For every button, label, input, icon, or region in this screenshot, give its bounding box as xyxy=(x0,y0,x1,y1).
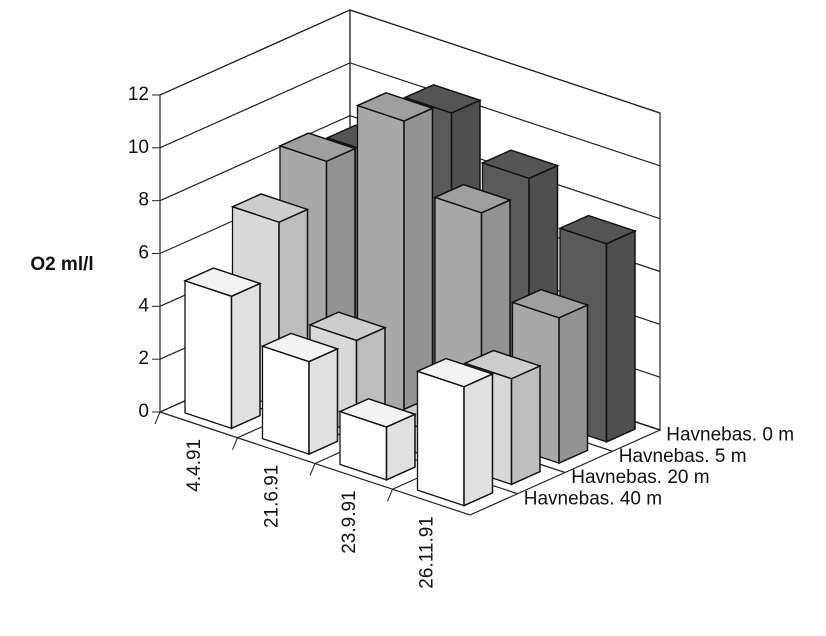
bar-top-shade xyxy=(183,267,262,297)
x-tick xyxy=(387,489,393,502)
x-tick-label: 4.4.91 xyxy=(184,439,205,492)
bar xyxy=(183,267,262,430)
bar xyxy=(260,332,340,456)
bar-top-shade xyxy=(338,398,417,428)
legend-label: Havnebas. 0 m xyxy=(666,425,794,446)
bar xyxy=(415,357,495,507)
y-tick-label: 8 xyxy=(138,190,149,211)
bar-front xyxy=(416,370,465,507)
bar-top-shade xyxy=(355,92,435,122)
legend-label: Havnebas. 40 m xyxy=(524,488,662,509)
bar-top-shade xyxy=(433,183,512,214)
y-tick-label: 12 xyxy=(128,84,149,105)
x-tick xyxy=(154,411,161,425)
bar-side-shade xyxy=(308,347,339,456)
y-tick-label: 0 xyxy=(138,401,149,422)
bar-side-shade xyxy=(510,364,541,486)
x-tick xyxy=(232,437,238,450)
bar-side-shade xyxy=(463,372,494,507)
bar-front xyxy=(184,279,233,430)
grid-line xyxy=(159,62,661,167)
x-tick-label: 26.11.91 xyxy=(416,516,437,589)
bar-front xyxy=(261,345,310,456)
x-tick-label: 23.9.91 xyxy=(339,490,360,553)
bar-side-shade xyxy=(230,282,261,430)
y-tick-label: 2 xyxy=(138,348,149,369)
legend-label: Havnebas. 20 m xyxy=(571,467,709,488)
grid-line xyxy=(159,9,661,114)
bar-top-shade xyxy=(480,149,560,180)
bar-top-shade xyxy=(308,311,387,342)
bar xyxy=(338,398,417,481)
y-tick-label: 6 xyxy=(138,243,149,264)
bar-top-shade xyxy=(403,84,482,114)
y-tick-label: 4 xyxy=(138,295,149,316)
x-tick xyxy=(309,463,316,476)
y-tick-label: 10 xyxy=(128,137,149,158)
bar-top-shade xyxy=(558,214,637,245)
bar-top-shade xyxy=(510,288,590,319)
bar-top-shade xyxy=(260,332,340,363)
bar-side-shade xyxy=(558,304,589,465)
bar-top-shade xyxy=(415,357,495,388)
x-tick-label: 21.6.91 xyxy=(261,465,282,528)
bar-top-shade xyxy=(463,349,542,380)
bar-side-shade xyxy=(605,229,636,443)
legend-label: Havnebas. 5 m xyxy=(619,446,747,467)
bar-top-shade xyxy=(278,132,357,163)
bar-top-shade xyxy=(230,193,310,223)
y-axis-label: O2 ml/l xyxy=(30,254,93,275)
